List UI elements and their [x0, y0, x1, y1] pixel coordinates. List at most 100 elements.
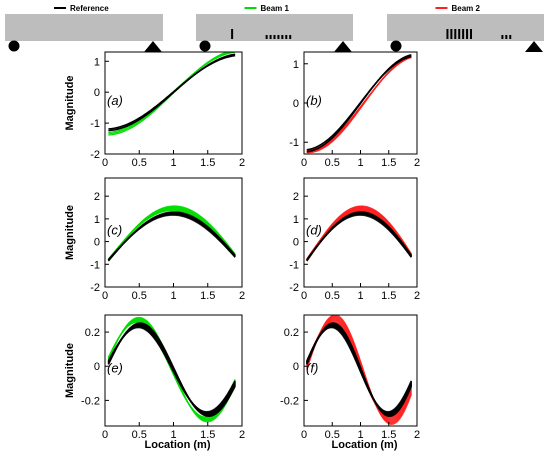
y-axis-label: Magnitude: [64, 343, 76, 398]
reference-curve: [306, 326, 413, 414]
reference-curve: [306, 322, 413, 418]
legend-label: Beam 1: [261, 4, 290, 13]
x-tick-label: 2: [239, 429, 245, 441]
curve-group: [306, 205, 413, 262]
roller-support-icon: [144, 41, 162, 52]
crack-mark: [269, 35, 272, 39]
beam-diagram-1: Reference: [5, 4, 163, 52]
y-tick-label: 2: [293, 191, 299, 203]
x-tick-label: 0.5: [132, 157, 147, 169]
x-tick-label: 2: [239, 290, 245, 302]
reference-curve: [306, 211, 413, 262]
x-tick-label: 2: [414, 157, 420, 169]
crack-mark: [509, 35, 512, 39]
y-tick-label: -0.2: [280, 395, 299, 407]
x-tick-label: 0.5: [132, 429, 147, 441]
x-tick-label: 1: [170, 429, 176, 441]
crack-mark: [458, 29, 461, 39]
crack-mark: [466, 29, 469, 39]
pin-support-icon: [199, 40, 211, 52]
x-tick-label: 1.5: [381, 429, 396, 441]
legend-label: Reference: [70, 4, 109, 13]
crack-mark: [231, 29, 234, 39]
panel-a: 0 0.5 1 1.5 2 -2 -1 0 1 (a) Magnitude: [64, 51, 245, 169]
damaged-curve: [306, 315, 412, 425]
crack-mark: [501, 35, 504, 39]
y-tick-label: 1: [94, 214, 100, 226]
y-tick-label: 0: [293, 237, 299, 249]
x-tick-label: 0: [301, 290, 307, 302]
curve-group: [108, 52, 236, 136]
x-tick-label: 1.5: [381, 157, 396, 169]
y-tick-label: 1: [293, 59, 299, 71]
x-tick-label: 1.5: [200, 429, 215, 441]
damaged-curve: [306, 205, 412, 262]
x-axis-label: Location (m): [332, 439, 398, 451]
x-tick-label: 0: [301, 429, 307, 441]
crack-mark: [505, 35, 508, 39]
panel-b: 0 0.5 1 1.5 2-101(b): [289, 51, 420, 169]
panel-label: (f): [306, 361, 318, 376]
x-tick-label: 0.5: [325, 290, 340, 302]
x-tick-label: 1: [357, 429, 363, 441]
panel-c: 0 0.5 1 1.5 2 -2 -1 0 1 2 (c) Magnitude: [64, 177, 245, 302]
reference-curve: [108, 54, 236, 130]
roller-support-icon: [334, 41, 352, 52]
panel-f: 0 0.5 1 1.5 2 -0.2 0 0.2 (f) Location (m): [280, 314, 420, 451]
beam-diagram-2: Beam 1: [196, 4, 353, 52]
x-tick-label: 2: [414, 290, 420, 302]
x-tick-label: 0: [301, 157, 307, 169]
beam-body: [5, 14, 163, 41]
y-tick-label: 0: [94, 361, 100, 373]
panel-d: 0 0.5 1 1.5 2 -2 -1 0 1 2 (d): [289, 177, 420, 302]
crack-mark: [289, 35, 292, 39]
y-tick-label: -2: [289, 282, 299, 294]
y-axis-label: Magnitude: [64, 205, 76, 260]
x-axis-label: Location (m): [145, 439, 211, 451]
pin-support-icon: [8, 40, 20, 52]
x-tick-label: 0.5: [325, 157, 340, 169]
panel-label: (a): [107, 93, 123, 108]
y-tick-label: -1: [90, 259, 100, 271]
x-tick-label: 0.5: [325, 429, 340, 441]
y-tick-label: 2: [94, 191, 100, 203]
crack-mark: [462, 29, 465, 39]
roller-support-icon: [525, 41, 543, 52]
x-tick-label: 2: [414, 429, 420, 441]
pin-support-icon: [390, 40, 402, 52]
crack-mark: [469, 29, 472, 39]
reference-curve: [306, 54, 412, 153]
curve-group: [107, 205, 236, 262]
reference-curve: [107, 211, 236, 262]
damaged-curve: [306, 54, 412, 154]
panel-label: (e): [107, 361, 123, 376]
y-tick-label: -2: [90, 149, 100, 161]
y-tick-label: -1: [90, 118, 100, 130]
x-tick-label: 1: [170, 290, 176, 302]
panel-label: (c): [107, 223, 122, 238]
crack-mark: [281, 35, 284, 39]
y-tick-label: 1: [293, 214, 299, 226]
x-tick-label: 0: [102, 290, 108, 302]
y-tick-label: 1: [94, 56, 100, 68]
curve-group: [306, 315, 413, 425]
damaged-curve: [107, 205, 236, 262]
y-tick-label: -1: [289, 259, 299, 271]
reference-curve: [306, 55, 412, 151]
reference-curve: [107, 326, 236, 413]
x-tick-label: 1: [357, 157, 363, 169]
beam-diagram-3: Beam 2: [387, 4, 544, 52]
axes-frame: [104, 177, 243, 288]
axes-frame: [104, 51, 243, 155]
crack-mark: [285, 35, 288, 39]
crack-mark: [277, 35, 280, 39]
x-tick-label: 1.5: [200, 157, 215, 169]
y-tick-label: 0: [94, 237, 100, 249]
x-tick-label: 1.5: [381, 290, 396, 302]
curve-group: [306, 54, 412, 154]
y-tick-label: 0.2: [85, 327, 100, 339]
y-tick-label: 0: [94, 87, 100, 99]
x-tick-label: 1: [170, 157, 176, 169]
x-tick-label: 1.5: [200, 290, 215, 302]
